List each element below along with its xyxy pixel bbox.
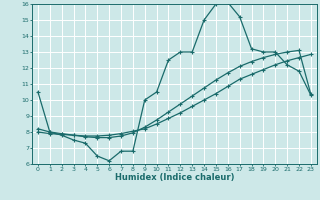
X-axis label: Humidex (Indice chaleur): Humidex (Indice chaleur) <box>115 173 234 182</box>
